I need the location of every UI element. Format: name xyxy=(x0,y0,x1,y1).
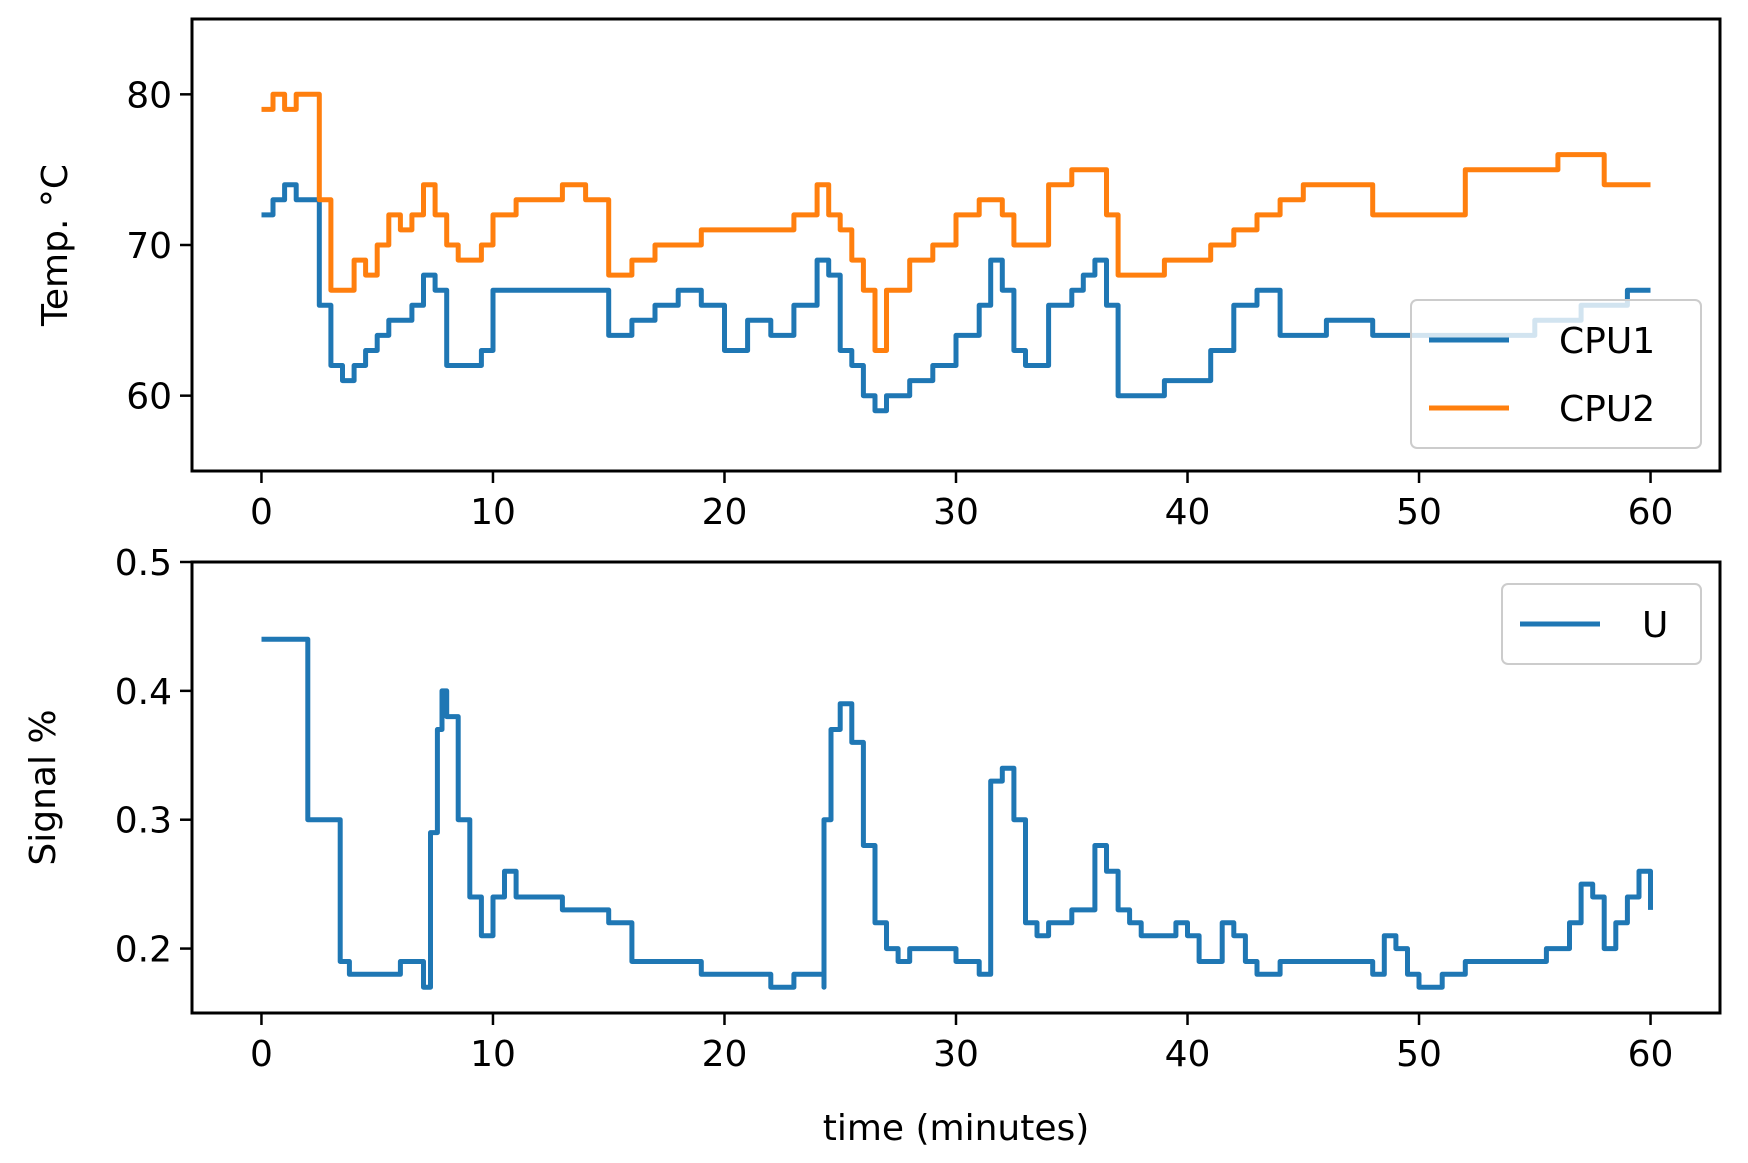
legend: CPU1 CPU2 xyxy=(1410,299,1702,449)
series-line-cpu2 xyxy=(261,91,1651,353)
x-tick-label: 50 xyxy=(1396,492,1442,533)
signal-chart: 0 10 20 30 40 50 60 0.2 0.3 0.4 0.5 Signal % time (m… xyxy=(23,543,1722,1149)
temperature-chart: 0 10 20 30 40 50 60 60 70 80 Temp. °C CPU1 CPU2 xyxy=(35,17,1722,533)
y-tick-label: 70 xyxy=(126,226,172,267)
x-tick-label: 60 xyxy=(1628,1034,1674,1075)
x-axis-label: time (minutes) xyxy=(823,1108,1090,1149)
y-tick-label: 0.2 xyxy=(115,930,172,971)
x-tick-label: 40 xyxy=(1165,492,1211,533)
series-line-cpu1 xyxy=(261,182,1651,414)
x-tick-label: 20 xyxy=(702,492,748,533)
y-axis-label: Signal % xyxy=(23,709,64,865)
x-tick-label: 50 xyxy=(1396,1034,1442,1075)
x-tick-label: 10 xyxy=(470,492,516,533)
legend: U xyxy=(1501,583,1702,665)
y-axis-label: Temp. °C xyxy=(35,164,76,327)
y-tick-label: 0.3 xyxy=(115,801,172,842)
legend-label-cpu1: CPU1 xyxy=(1559,321,1655,362)
y-tick-label: 0.5 xyxy=(115,543,172,584)
y-tick-label: 0.4 xyxy=(115,672,172,713)
x-tick-label: 60 xyxy=(1628,492,1674,533)
x-tick-label: 0 xyxy=(250,1034,273,1075)
y-tick-label: 60 xyxy=(126,377,172,418)
series-line-u xyxy=(261,636,1653,990)
x-tick-label: 30 xyxy=(933,1034,979,1075)
y-tick-label: 80 xyxy=(126,75,172,116)
x-tick-label: 20 xyxy=(702,1034,748,1075)
legend-label-u: U xyxy=(1642,605,1668,646)
legend-box xyxy=(1410,299,1702,449)
x-tick-label: 10 xyxy=(470,1034,516,1075)
x-tick-label: 40 xyxy=(1165,1034,1211,1075)
x-tick-label: 0 xyxy=(250,492,273,533)
x-tick-label: 30 xyxy=(933,492,979,533)
legend-box xyxy=(1501,583,1702,665)
legend-label-cpu2: CPU2 xyxy=(1559,389,1655,430)
